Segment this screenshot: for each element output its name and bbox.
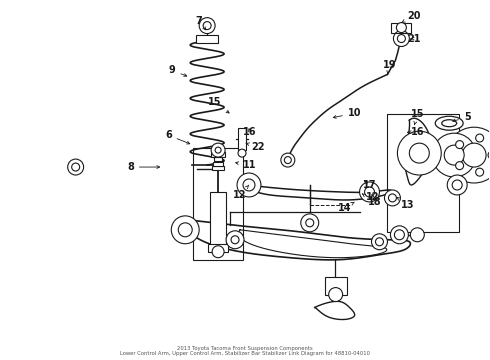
Circle shape xyxy=(385,190,400,206)
Text: 20: 20 xyxy=(402,11,421,22)
Circle shape xyxy=(409,143,429,163)
Circle shape xyxy=(410,228,424,242)
Circle shape xyxy=(397,131,441,175)
Circle shape xyxy=(284,157,292,163)
Bar xyxy=(214,157,222,161)
Circle shape xyxy=(397,35,405,42)
Bar xyxy=(211,152,225,157)
Circle shape xyxy=(243,179,255,191)
Bar xyxy=(392,23,412,32)
Text: 6: 6 xyxy=(165,130,190,144)
Text: 15: 15 xyxy=(411,109,424,125)
Circle shape xyxy=(375,238,384,246)
Circle shape xyxy=(231,236,239,244)
Text: 2013 Toyota Tacoma Front Suspension Components
Lower Control Arm, Upper Control : 2013 Toyota Tacoma Front Suspension Comp… xyxy=(120,346,370,356)
Circle shape xyxy=(365,187,374,197)
Circle shape xyxy=(68,159,84,175)
Text: 16: 16 xyxy=(243,127,257,137)
Text: 7: 7 xyxy=(196,15,206,30)
Bar xyxy=(388,114,459,232)
Text: 13: 13 xyxy=(397,198,414,210)
Circle shape xyxy=(172,216,199,244)
Circle shape xyxy=(447,175,467,195)
Circle shape xyxy=(476,134,484,142)
Text: 19: 19 xyxy=(383,60,396,73)
Text: 5: 5 xyxy=(453,112,470,122)
Text: 17: 17 xyxy=(363,180,376,190)
Text: 2: 2 xyxy=(0,359,1,360)
Text: 10: 10 xyxy=(333,108,361,118)
Text: 4: 4 xyxy=(0,359,1,360)
Circle shape xyxy=(203,22,211,30)
Circle shape xyxy=(301,214,318,232)
Text: 14: 14 xyxy=(338,202,354,213)
Ellipse shape xyxy=(442,120,457,127)
Text: 1: 1 xyxy=(0,359,1,360)
Circle shape xyxy=(444,145,464,165)
Circle shape xyxy=(396,23,406,32)
Circle shape xyxy=(446,127,490,183)
Circle shape xyxy=(476,168,484,176)
Circle shape xyxy=(391,226,408,244)
Circle shape xyxy=(456,140,464,149)
Circle shape xyxy=(215,147,221,153)
Circle shape xyxy=(488,151,490,159)
Text: 16: 16 xyxy=(408,127,424,137)
Circle shape xyxy=(211,143,225,157)
Ellipse shape xyxy=(435,116,463,130)
Circle shape xyxy=(199,18,215,33)
Text: 3: 3 xyxy=(0,359,1,360)
Text: 22: 22 xyxy=(246,142,265,152)
Bar xyxy=(325,276,346,294)
Bar xyxy=(238,128,246,150)
Circle shape xyxy=(360,182,379,202)
Text: 8: 8 xyxy=(127,162,160,172)
Text: 11: 11 xyxy=(236,160,257,170)
Text: 9: 9 xyxy=(169,66,187,76)
Bar xyxy=(193,148,243,260)
Bar xyxy=(208,244,228,252)
Circle shape xyxy=(237,173,261,197)
Circle shape xyxy=(389,194,396,202)
Text: 12: 12 xyxy=(366,192,379,202)
Circle shape xyxy=(226,231,244,249)
Circle shape xyxy=(238,149,246,157)
Circle shape xyxy=(432,133,476,177)
Circle shape xyxy=(452,180,462,190)
Bar xyxy=(196,35,218,42)
Text: 15: 15 xyxy=(208,97,229,113)
Circle shape xyxy=(72,163,80,171)
Bar xyxy=(212,166,224,170)
Circle shape xyxy=(306,219,314,227)
Circle shape xyxy=(394,230,404,240)
Circle shape xyxy=(212,246,224,258)
Circle shape xyxy=(329,288,343,302)
Text: 18: 18 xyxy=(363,194,381,207)
Bar xyxy=(210,192,226,247)
Bar xyxy=(213,162,223,166)
Text: 21: 21 xyxy=(408,33,421,44)
Circle shape xyxy=(462,143,486,167)
Circle shape xyxy=(456,162,464,170)
Circle shape xyxy=(281,153,295,167)
Circle shape xyxy=(393,31,409,46)
Circle shape xyxy=(371,234,388,250)
Text: 12: 12 xyxy=(233,185,249,200)
Circle shape xyxy=(178,223,192,237)
